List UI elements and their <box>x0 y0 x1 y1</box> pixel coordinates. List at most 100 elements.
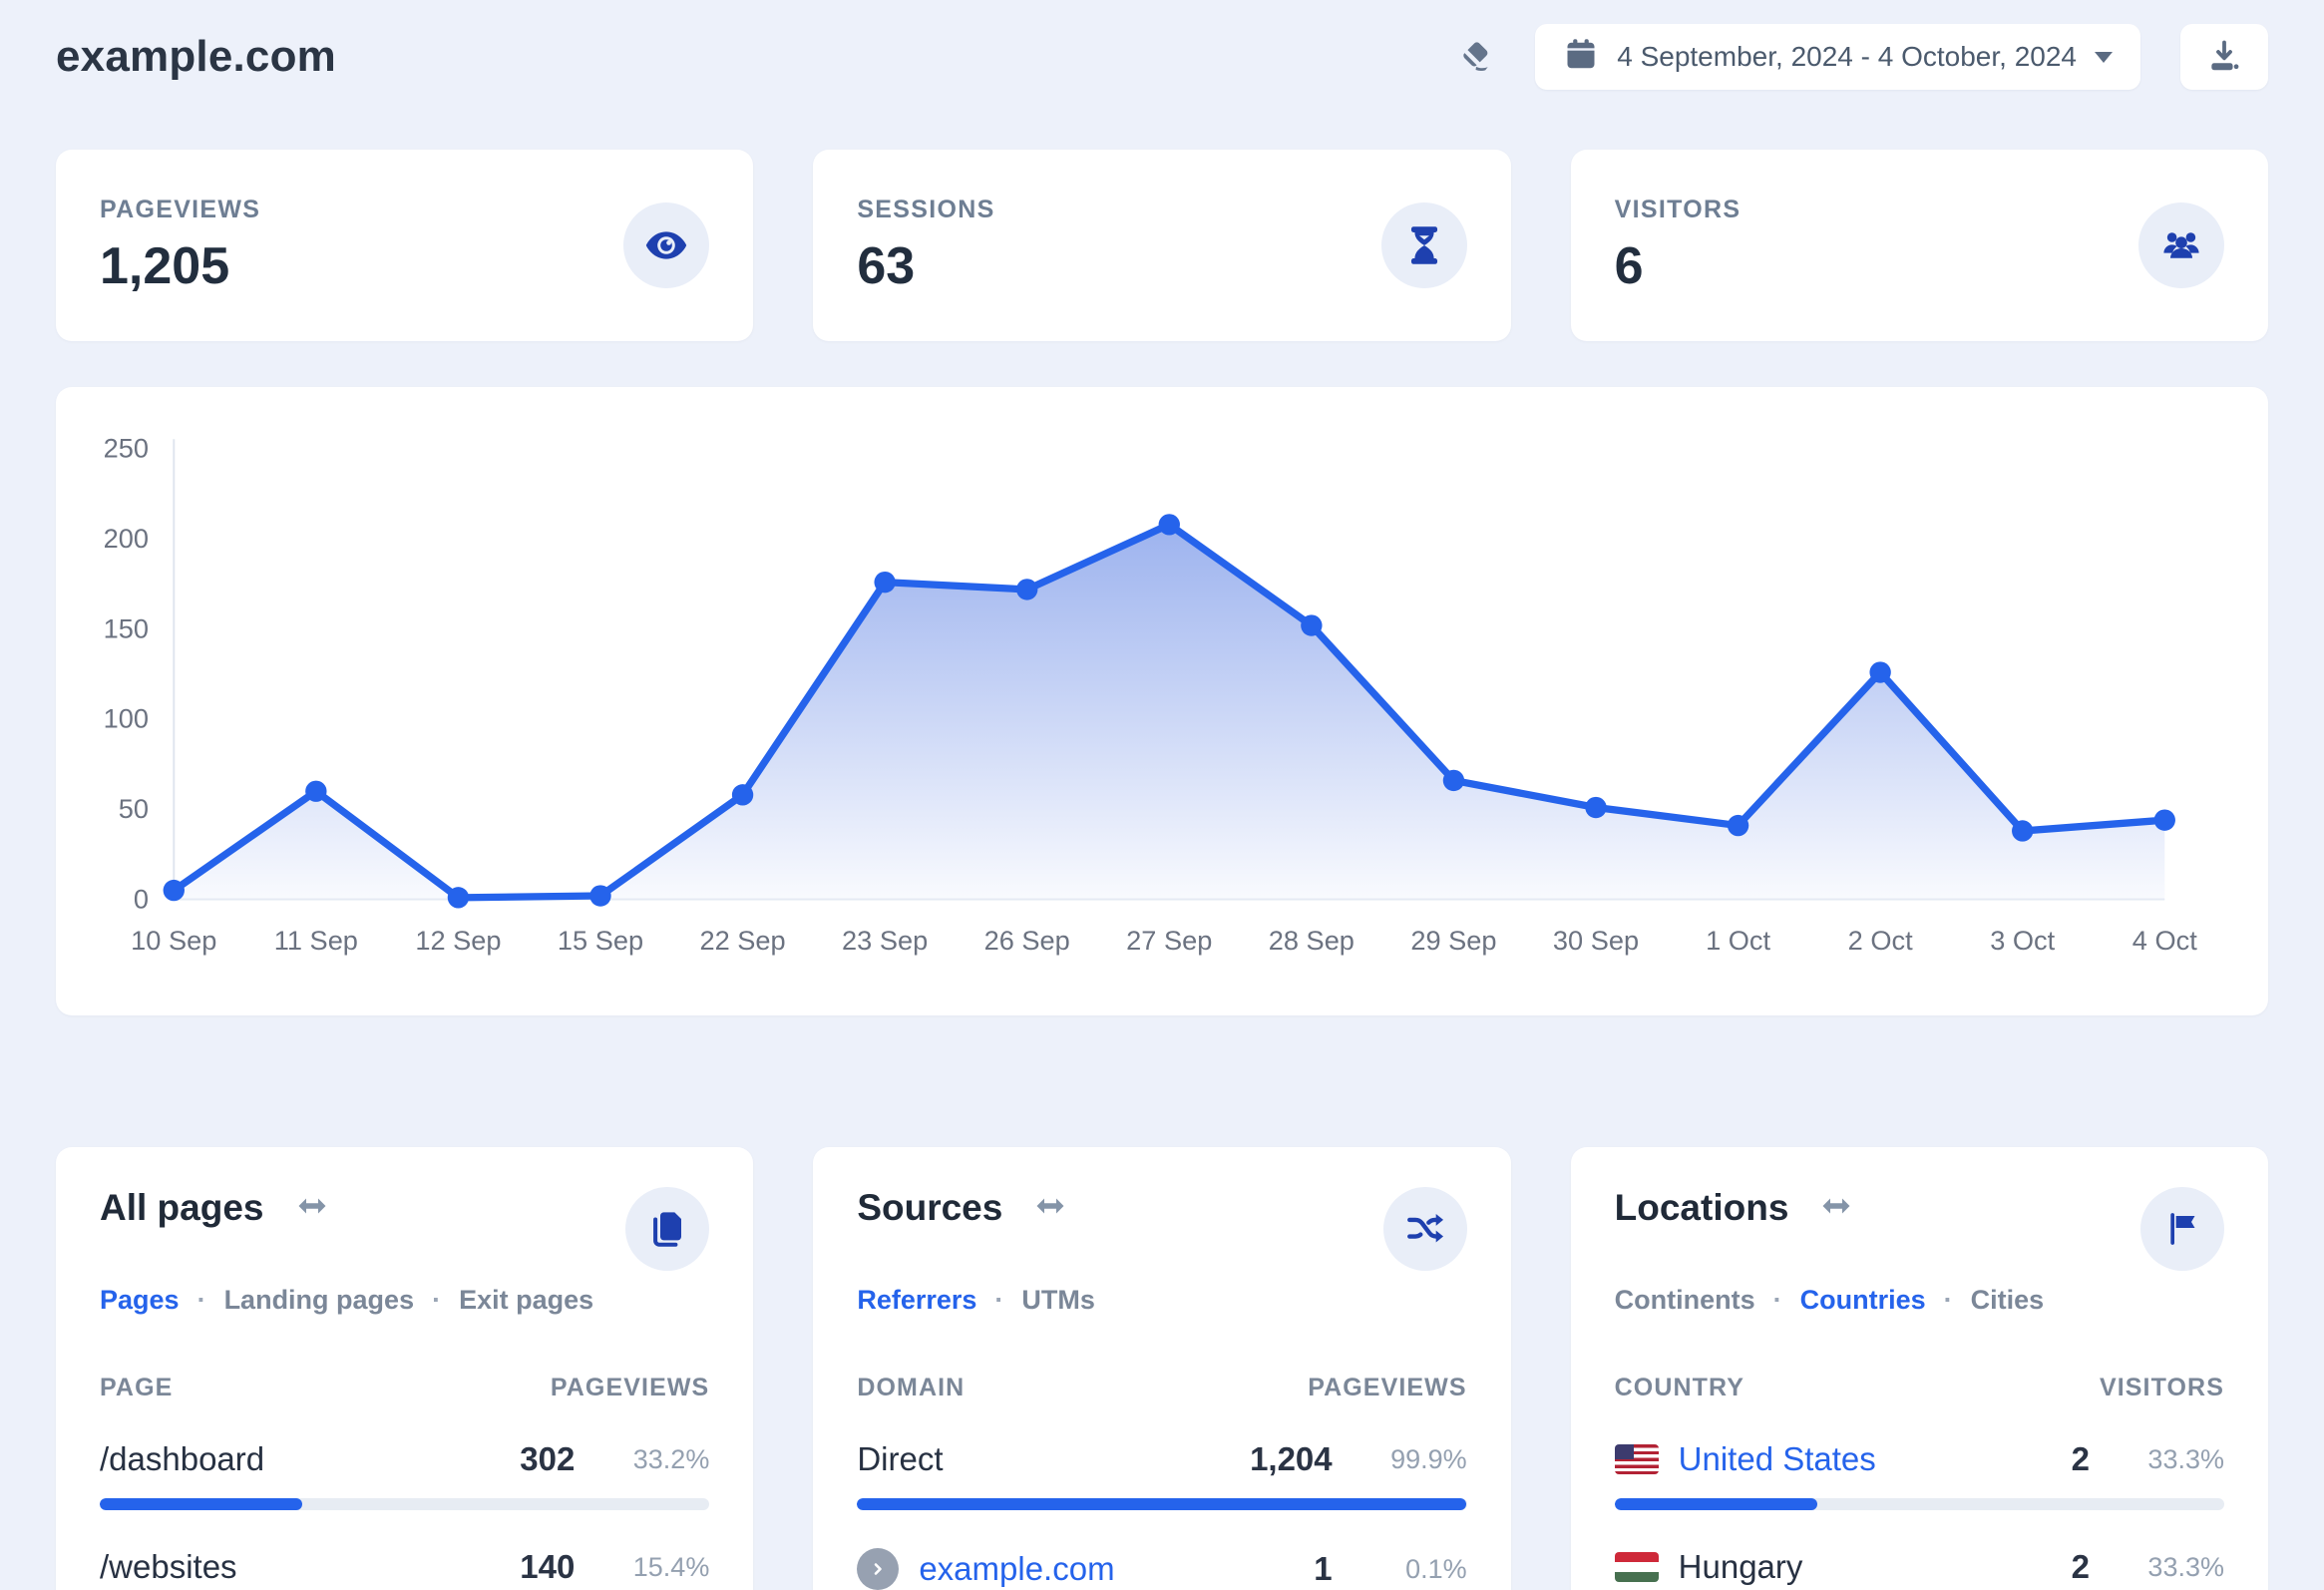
hourglass-icon <box>1380 202 1467 288</box>
svg-text:250: 250 <box>104 433 149 464</box>
svg-text:1 Oct: 1 Oct <box>1706 925 1770 956</box>
calendar-icon <box>1563 36 1599 79</box>
panel-title: Locations <box>1614 1187 1789 1228</box>
progress-bar <box>1614 1498 2224 1510</box>
stat-value: 63 <box>857 236 916 295</box>
svg-text:23 Sep: 23 Sep <box>842 925 928 956</box>
clear-filters-button[interactable] <box>1455 36 1495 79</box>
svg-text:29 Sep: 29 Sep <box>1410 925 1496 956</box>
row-value: 140 <box>520 1548 576 1585</box>
column-header: PAGE <box>100 1374 174 1401</box>
pages-icon <box>625 1187 710 1271</box>
panel-title: Sources <box>857 1187 1003 1228</box>
column-header: VISITORS <box>2099 1374 2224 1401</box>
panel-head: Sources <box>857 1187 1467 1271</box>
stat-label: PAGEVIEWS <box>100 195 261 223</box>
table-row-line: Hungary 2 33.3% <box>1614 1548 2224 1586</box>
stat-card-pageviews: PAGEVIEWS 1,205 <box>56 150 754 341</box>
country-name-link[interactable]: United States <box>1614 1440 1960 1478</box>
export-button[interactable] <box>2180 24 2268 90</box>
svg-text:4 Oct: 4 Oct <box>2132 925 2197 956</box>
svg-text:10 Sep: 10 Sep <box>131 925 216 956</box>
svg-text:15 Sep: 15 Sep <box>558 925 643 956</box>
tab-landing-pages[interactable]: Landing pages <box>180 1285 415 1316</box>
column-header: PAGEVIEWS <box>550 1374 710 1401</box>
tab-continents[interactable]: Continents <box>1614 1285 1755 1315</box>
tab-countries[interactable]: Countries <box>1755 1285 1926 1316</box>
table-row-line: /dashboard 302 33.2% <box>100 1440 709 1478</box>
table-row: Hungary 2 33.3% <box>1614 1548 2224 1590</box>
country-text: Hungary <box>1678 1548 1803 1585</box>
row-value: 302 <box>520 1440 576 1477</box>
svg-text:2 Oct: 2 Oct <box>1848 925 1913 956</box>
tab-exit-pages[interactable]: Exit pages <box>414 1285 593 1316</box>
table-row-line: /websites 140 15.4% <box>100 1548 709 1586</box>
chevron-right-icon <box>857 1548 900 1590</box>
date-range-label: 4 September, 2024 - 4 October, 2024 <box>1617 41 2077 72</box>
panel-title-wrap: All pages <box>100 1187 330 1229</box>
eye-icon <box>623 202 710 288</box>
eraser-icon <box>1455 36 1495 79</box>
row-value: 1 <box>1314 1550 1333 1587</box>
people-icon <box>2137 202 2224 288</box>
svg-text:50: 50 <box>119 793 149 824</box>
svg-text:27 Sep: 27 Sep <box>1126 925 1212 956</box>
svg-text:30 Sep: 30 Sep <box>1553 925 1639 956</box>
source-name[interactable]: Direct <box>857 1440 944 1477</box>
row-percent: 99.9% <box>1390 1443 1467 1474</box>
progress-bar-fill <box>857 1498 1467 1510</box>
stat-label: VISITORS <box>1614 195 1742 223</box>
locations-tabs: Continents Countries Cities <box>1615 1285 2224 1316</box>
progress-bar-fill <box>100 1498 302 1510</box>
download-icon <box>2205 37 2243 78</box>
svg-text:100: 100 <box>104 703 149 734</box>
table-row: /websites 140 15.4% <box>100 1548 709 1590</box>
row-percent: 0.1% <box>1405 1553 1467 1584</box>
svg-text:3 Oct: 3 Oct <box>1990 925 2055 956</box>
country-name-link[interactable]: Hungary <box>1614 1548 1960 1586</box>
panel-sources: Sources <box>813 1147 1511 1590</box>
source-name-link[interactable]: example.com <box>857 1548 1202 1590</box>
row-value: 1,204 <box>1250 1440 1333 1477</box>
chevron-down-icon <box>2095 51 2113 63</box>
swap-horizontal-icon[interactable] <box>294 1188 330 1229</box>
panel-locations: Locations Continents Countries Cities <box>1570 1147 2268 1590</box>
progress-bar <box>100 1498 710 1510</box>
stat-value: 1,205 <box>100 236 230 295</box>
table-row: /dashboard 302 33.2% <box>100 1440 710 1510</box>
tab-pages[interactable]: Pages <box>100 1285 180 1315</box>
panel-title: All pages <box>100 1187 264 1228</box>
page-name-link[interactable]: /websites <box>100 1548 237 1585</box>
panel-all-pages: All pages Pages Landing pages Exit pages <box>56 1147 754 1590</box>
tab-cities[interactable]: Cities <box>1926 1285 2045 1316</box>
svg-text:11 Sep: 11 Sep <box>274 925 358 956</box>
country-text: United States <box>1678 1440 1876 1477</box>
row-percent: 33.3% <box>2147 1551 2224 1582</box>
tab-utms[interactable]: UTMs <box>976 1285 1095 1316</box>
table-row-line: United States 2 33.3% <box>1614 1440 2224 1478</box>
date-range-picker[interactable]: 4 September, 2024 - 4 October, 2024 <box>1535 24 2140 90</box>
shuffle-icon <box>1382 1187 1467 1271</box>
table-row-line: Direct 1,204 99.9% <box>857 1440 1466 1478</box>
stat-text: VISITORS 6 <box>1615 196 1742 296</box>
swap-horizontal-icon[interactable] <box>1818 1188 1854 1229</box>
panel-title-wrap: Sources <box>857 1187 1068 1229</box>
sources-tabs: Referrers UTMs <box>857 1285 1466 1316</box>
tab-referrers[interactable]: Referrers <box>857 1285 977 1315</box>
traffic-chart: 0 50 100 150 200 250 10 Sep 11 Sep 12 Sep 15 Sep 2… <box>104 433 2198 956</box>
flag-icon <box>2139 1187 2224 1271</box>
hungary-flag-icon <box>1614 1552 1659 1582</box>
swap-horizontal-icon[interactable] <box>1032 1188 1068 1229</box>
column-header: DOMAIN <box>857 1374 966 1401</box>
row-value: 2 <box>2071 1440 2090 1477</box>
source-domain-text: example.com <box>919 1550 1115 1587</box>
panel-title-wrap: Locations <box>1615 1187 1855 1229</box>
pages-table-header: PAGE PAGEVIEWS <box>100 1374 709 1402</box>
stat-text: SESSIONS 63 <box>857 196 994 296</box>
progress-bar <box>857 1498 1467 1510</box>
svg-text:26 Sep: 26 Sep <box>984 925 1070 956</box>
page-name-link[interactable]: /dashboard <box>100 1440 265 1477</box>
pages-tabs: Pages Landing pages Exit pages <box>100 1285 709 1316</box>
svg-text:22 Sep: 22 Sep <box>699 925 785 956</box>
table-row: example.com 1 0.1% <box>857 1548 1467 1590</box>
